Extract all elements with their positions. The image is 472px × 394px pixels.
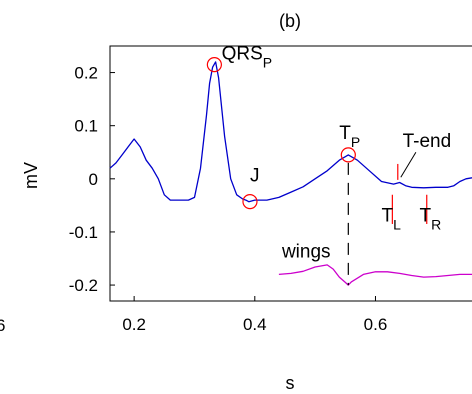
x-tick-label: 0.4 <box>243 315 267 334</box>
ecg-signal-line <box>109 61 472 203</box>
t-end-pointer <box>400 151 417 178</box>
chart-title: (b) <box>279 11 301 31</box>
y-axis-label: mV <box>21 162 41 189</box>
left-edge-tick-fragment: 6 <box>0 316 5 335</box>
point-marker <box>340 147 356 163</box>
plot-area <box>109 45 472 302</box>
marker-lines <box>347 151 428 286</box>
point-markers <box>206 56 356 210</box>
x-tick-label: 0.6 <box>364 315 388 334</box>
y-tick-label: -0.2 <box>69 276 98 295</box>
annotations: QRSP J TP T-end TL TR wings <box>222 43 452 262</box>
point-marker <box>242 194 258 210</box>
y-tick-label: 0 <box>89 170 98 189</box>
annotation-label: TR <box>420 205 442 232</box>
axis-ticks: 0.2 0.4 0.6 0.2 0.1 0 -0.1 -0.2 <box>69 64 388 334</box>
series-layer <box>109 61 472 286</box>
wings-signal-line <box>278 264 472 286</box>
y-tick-label: 0.2 <box>74 64 98 83</box>
annotation-label: J <box>250 165 260 186</box>
annotation-label: wings <box>281 241 331 262</box>
x-axis-label: s <box>286 373 295 393</box>
point-marker <box>206 56 222 73</box>
x-tick-label: 0.2 <box>122 315 146 334</box>
annotation-label: T-end <box>403 131 452 152</box>
annotation-label: QRSP <box>222 43 273 70</box>
annotation-label: TP <box>339 123 360 150</box>
annotation-label: TL <box>382 205 402 232</box>
y-tick-label: -0.1 <box>69 223 98 242</box>
plot-frame <box>109 45 472 302</box>
y-tick-label: 0.1 <box>74 117 98 136</box>
